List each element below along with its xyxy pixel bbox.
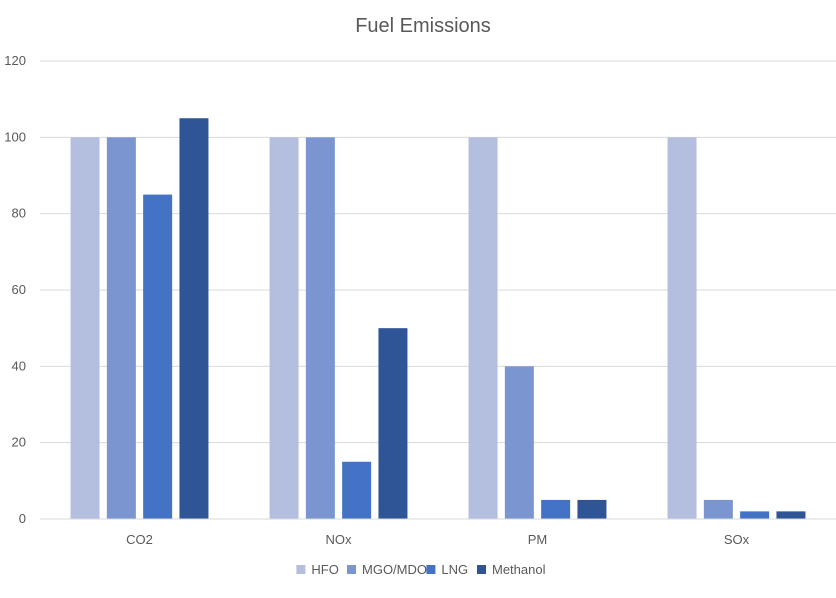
legend-label: Methanol: [492, 562, 546, 577]
bar-lng-co2: [143, 194, 173, 520]
bars: [70, 118, 806, 520]
bar-methanol-co2: [179, 118, 209, 519]
y-axis-ticks: 0 20 40 60 80 100 120: [4, 53, 26, 526]
bar-hfo-nox: [269, 137, 299, 520]
legend-label: HFO: [311, 562, 338, 577]
bar-hfo-sox: [667, 137, 697, 520]
legend-label: MGO/MDO: [362, 562, 427, 577]
y-tick-label: 60: [12, 282, 26, 297]
bar-mgo-mdo-pm: [504, 366, 534, 519]
bar-hfo-co2: [70, 137, 100, 520]
legend-swatch: [296, 565, 306, 574]
bar-mgo-mdo-co2: [106, 137, 136, 520]
chart-title: Fuel Emissions: [355, 15, 491, 37]
bar-mgo-mdo-sox: [703, 499, 733, 519]
bar-methanol-pm: [577, 499, 607, 519]
bar-lng-pm: [541, 499, 571, 519]
legend-swatch: [347, 565, 356, 574]
legend-swatch: [426, 565, 436, 574]
legend-label: LNG: [441, 562, 468, 577]
legend: HFO MGO/MDO LNG Methanol: [296, 562, 546, 577]
y-tick-label: 100: [4, 129, 26, 144]
x-tick-label: NOx: [326, 532, 353, 547]
bar-methanol-sox: [776, 511, 806, 519]
x-axis-ticks: CO2 NOx PM SOx: [126, 532, 750, 547]
y-tick-label: 40: [12, 358, 26, 373]
y-tick-label: 120: [4, 53, 26, 68]
bar-methanol-nox: [378, 328, 408, 519]
x-tick-label: PM: [528, 532, 548, 547]
bar-lng-sox: [740, 511, 770, 519]
x-tick-label: SOx: [724, 532, 750, 547]
legend-swatch: [477, 565, 486, 574]
bar-mgo-mdo-nox: [305, 137, 335, 520]
x-tick-label: CO2: [126, 532, 153, 547]
y-tick-label: 0: [19, 511, 26, 526]
y-tick-label: 20: [12, 435, 26, 450]
y-tick-label: 80: [12, 206, 26, 221]
gridlines: [40, 60, 836, 444]
bar-hfo-pm: [468, 137, 498, 520]
bar-lng-nox: [342, 461, 372, 519]
